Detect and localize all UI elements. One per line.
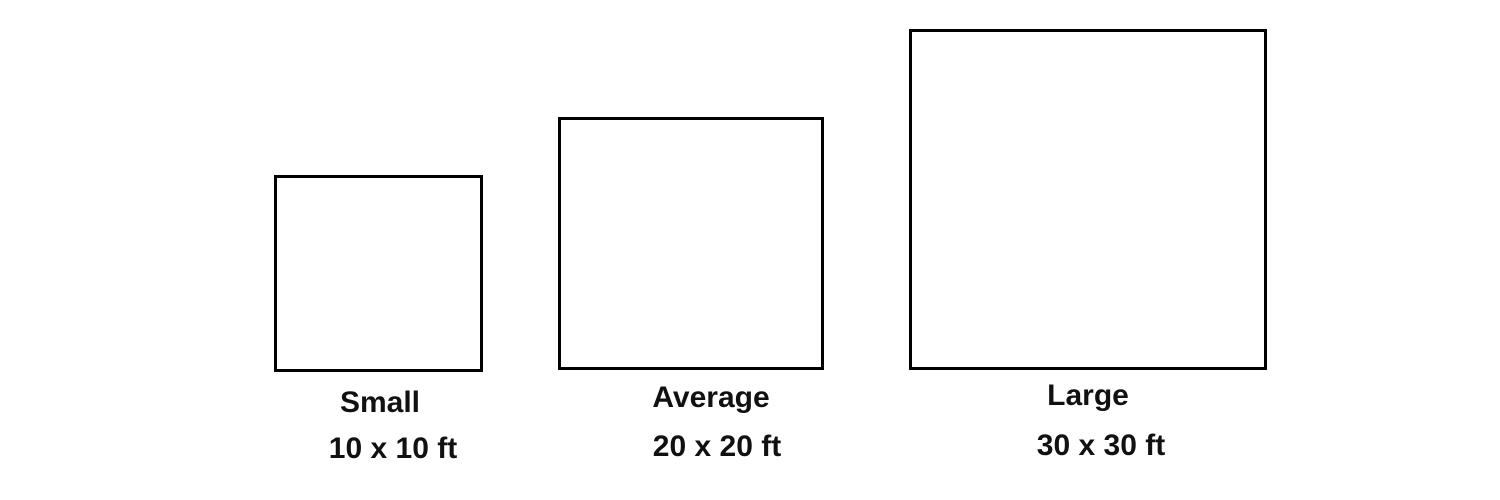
small-room-dimensions: 10 x 10 ft [328,432,458,465]
large-room-name: Large [1047,379,1129,412]
average-room-name: Average [652,381,770,414]
average-room-square [558,117,824,370]
average-room-dimensions: 20 x 20 ft [652,430,782,463]
large-room-dimensions: 30 x 30 ft [1036,429,1166,462]
small-room-name: Small [339,386,421,419]
large-room-square [909,29,1267,370]
small-room-square [274,175,483,372]
